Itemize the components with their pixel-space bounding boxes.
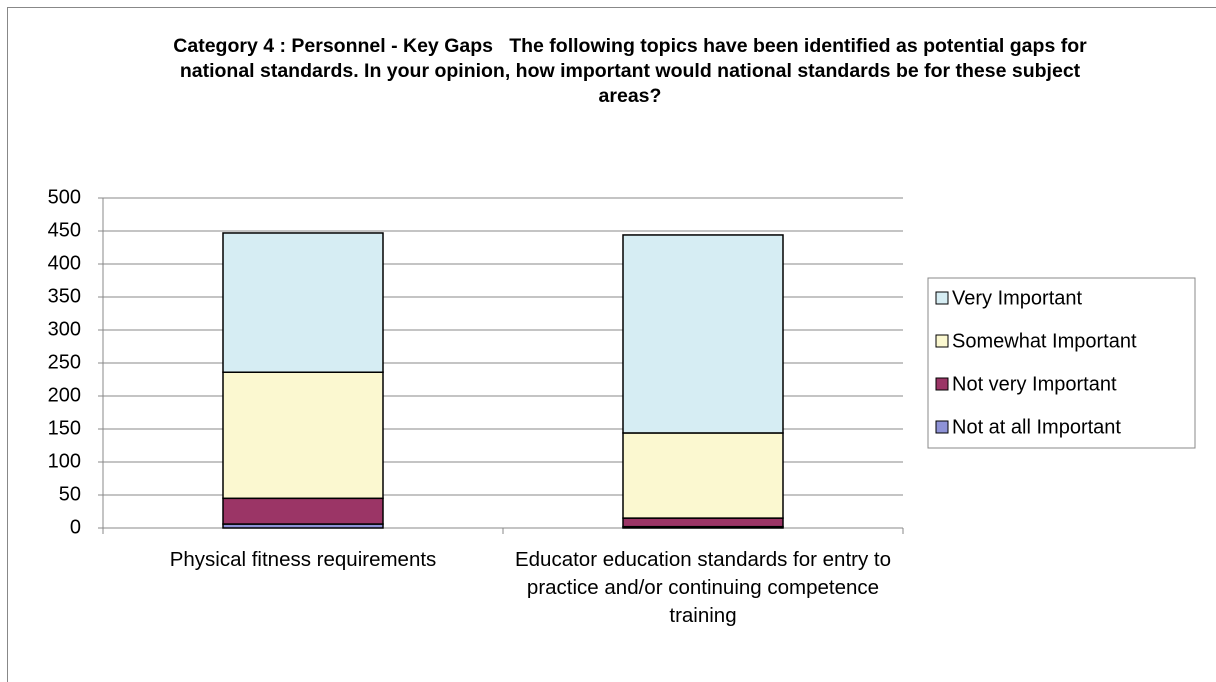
y-tick-label: 500 bbox=[48, 186, 81, 208]
bar-segment bbox=[622, 432, 784, 519]
y-tick-label: 200 bbox=[48, 384, 81, 406]
bar-segment bbox=[622, 517, 784, 528]
bar-segment bbox=[222, 232, 384, 373]
chart-title: Category 4 : Personnel - Key Gaps The fo… bbox=[173, 35, 1093, 107]
y-tick-label: 350 bbox=[48, 285, 81, 307]
y-tick-label: 450 bbox=[48, 219, 81, 241]
legend-label: Very Important bbox=[952, 287, 1083, 309]
legend-swatch bbox=[935, 291, 949, 305]
y-tick-label: 50 bbox=[59, 483, 81, 505]
legend-label: Somewhat Important bbox=[952, 330, 1137, 352]
legend-swatch bbox=[935, 377, 949, 391]
x-tick-label: Educator education standards for entry t… bbox=[514, 548, 892, 627]
legend-box bbox=[927, 277, 1196, 449]
x-tick-label: Physical fitness requirements bbox=[169, 548, 437, 571]
bar-segment bbox=[222, 371, 384, 500]
y-tick-label: 150 bbox=[48, 417, 81, 439]
legend-label: Not at all Important bbox=[952, 416, 1121, 438]
y-tick-label: 400 bbox=[48, 252, 81, 274]
y-tick-label: 250 bbox=[48, 351, 81, 373]
y-tick-label: 0 bbox=[70, 516, 81, 538]
chart-frame bbox=[7, 7, 1216, 682]
bar-segment bbox=[222, 497, 384, 525]
y-tick-label: 100 bbox=[48, 450, 81, 472]
bar-segment bbox=[622, 234, 784, 434]
legend-label: Not very Important bbox=[952, 373, 1117, 395]
legend-swatch bbox=[935, 420, 949, 434]
y-tick-label: 300 bbox=[48, 318, 81, 340]
legend-swatch bbox=[935, 334, 949, 348]
